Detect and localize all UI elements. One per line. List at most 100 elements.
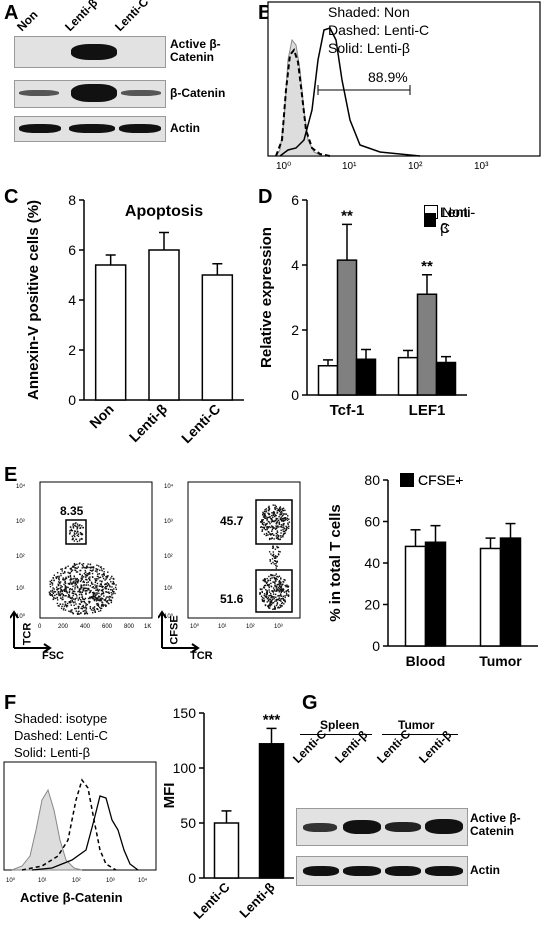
- event-dot: [68, 591, 71, 594]
- event-dot: [288, 521, 291, 523]
- event-dot: [88, 589, 90, 591]
- event-dot: [81, 584, 83, 587]
- event-dot: [276, 510, 279, 512]
- event-dot: [106, 576, 108, 579]
- event-dot: [277, 509, 280, 512]
- event-dot: [70, 601, 72, 603]
- event-dot: [91, 591, 94, 594]
- event-dot: [85, 607, 88, 609]
- event-dot: [83, 584, 85, 586]
- event-dot: [74, 607, 76, 610]
- event-dot: [85, 610, 87, 612]
- event-dot: [60, 585, 62, 587]
- bar: [336, 259, 358, 396]
- event-dot: [81, 563, 83, 566]
- event-dot: [76, 534, 79, 537]
- event-dot: [279, 507, 281, 510]
- svg-text:200: 200: [58, 624, 69, 630]
- event-dot: [96, 569, 98, 571]
- event-dot: [107, 591, 109, 593]
- bar: [416, 293, 438, 396]
- event-dot: [82, 606, 84, 608]
- event-dot: [279, 581, 281, 583]
- event-dot: [80, 600, 82, 603]
- event-dot: [56, 588, 58, 591]
- event-dot: [281, 598, 283, 600]
- event-dot: [83, 587, 85, 589]
- event-dot: [81, 605, 83, 608]
- event-dot: [110, 601, 113, 604]
- event-dot: [76, 523, 79, 525]
- event-dot: [85, 576, 87, 578]
- event-dot: [68, 601, 71, 604]
- event-dot: [283, 513, 285, 515]
- event-dot: [93, 587, 95, 589]
- event-dot: [260, 588, 262, 591]
- event-dot: [260, 526, 262, 529]
- event-dot: [111, 583, 114, 585]
- event-dot: [266, 519, 268, 521]
- lane-label-lenti-c: Lenti-C: [112, 0, 152, 35]
- event-dot: [74, 593, 76, 595]
- event-dot: [275, 590, 277, 592]
- event-dot: [112, 582, 115, 584]
- event-dot: [269, 515, 271, 518]
- event-dot: [261, 591, 263, 594]
- y-axis-label: % in total T cells: [327, 504, 344, 622]
- event-dot: [273, 589, 275, 591]
- event-dot: [82, 604, 84, 607]
- event-dot: [99, 585, 102, 588]
- event-dot: [76, 528, 78, 530]
- event-dot: [276, 588, 278, 590]
- event-dot: [108, 591, 110, 593]
- event-dot: [276, 602, 279, 604]
- event-dot: [101, 603, 103, 606]
- event-dot: [84, 587, 87, 589]
- event-dot: [92, 594, 94, 596]
- event-dot: [77, 599, 80, 601]
- event-dot: [62, 594, 65, 597]
- event-dot: [85, 566, 87, 569]
- event-dot: [88, 600, 90, 603]
- event-dot: [111, 586, 113, 588]
- svg-text:10¹: 10¹: [38, 878, 47, 884]
- event-dot: [282, 588, 285, 590]
- event-dot: [264, 525, 267, 527]
- event-dot: [62, 609, 65, 611]
- svg-text:10³: 10³: [274, 624, 283, 630]
- event-dot: [277, 525, 279, 527]
- event-dot: [95, 585, 97, 588]
- event-dot: [76, 563, 78, 566]
- event-dot: [274, 579, 277, 581]
- event-dot: [100, 598, 102, 600]
- event-dot: [96, 597, 98, 599]
- event-dot: [284, 584, 286, 587]
- event-dot: [265, 508, 268, 510]
- event-dot: [261, 530, 263, 533]
- event-dot: [264, 604, 267, 607]
- event-dot: [101, 589, 104, 592]
- event-dot: [101, 589, 104, 591]
- event-dot: [59, 581, 62, 583]
- event-dot: [69, 611, 72, 613]
- event-dot: [74, 586, 76, 588]
- event-dot: [73, 582, 75, 584]
- event-dot: [272, 555, 275, 557]
- event-dot: [278, 607, 281, 609]
- event-dot: [282, 535, 284, 537]
- event-dot: [275, 589, 278, 591]
- event-dot: [276, 512, 278, 514]
- event-dot: [274, 548, 277, 550]
- event-dot: [92, 595, 95, 598]
- event-dot: [68, 600, 70, 603]
- event-dot: [72, 601, 74, 603]
- event-dot: [104, 579, 106, 581]
- event-dot: [72, 523, 74, 525]
- event-dot: [72, 598, 75, 600]
- event-dot: [59, 594, 62, 597]
- event-dot: [74, 530, 77, 532]
- event-dot: [78, 590, 80, 592]
- event-dot: [263, 593, 266, 595]
- event-dot: [262, 599, 264, 602]
- event-dot: [263, 585, 266, 587]
